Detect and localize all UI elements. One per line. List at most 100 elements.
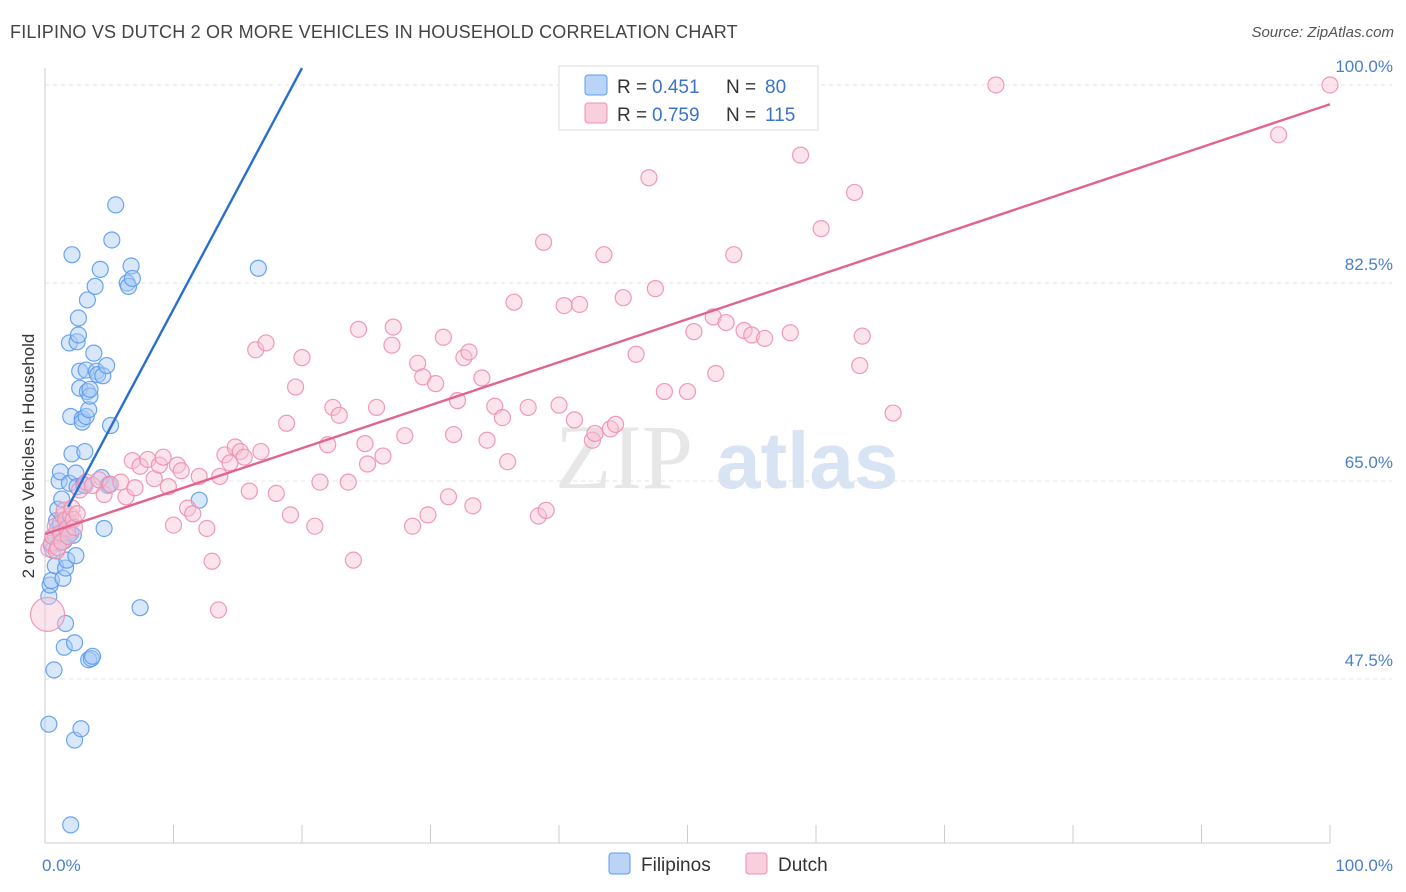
dutch-point-108 bbox=[646, 280, 664, 298]
bottom-legend-swatch-dutch bbox=[745, 852, 768, 875]
dutch-point-66 bbox=[349, 320, 368, 338]
series-dutch bbox=[29, 76, 1339, 633]
dutch-point-94 bbox=[534, 233, 553, 251]
dutch-point-123 bbox=[845, 183, 864, 202]
filipino-point-20 bbox=[55, 638, 73, 656]
legend-r-value-filipinos: 0.451 bbox=[652, 77, 700, 98]
dutch-point-23 bbox=[95, 485, 113, 504]
filipino-point-67 bbox=[95, 519, 113, 538]
legend-n-label-filipinos: N = bbox=[726, 77, 756, 98]
filipino-point-21 bbox=[56, 614, 75, 633]
filipino-point-40 bbox=[69, 309, 88, 327]
dutch-point-87 bbox=[478, 431, 496, 449]
source-note: Source: ZipAtlas.com bbox=[1251, 24, 1394, 41]
dutch-point-91 bbox=[505, 293, 523, 311]
dutch-point-128 bbox=[1269, 126, 1288, 144]
dutch-point-90 bbox=[499, 453, 517, 471]
legend-r-value-dutch: 0.759 bbox=[652, 105, 700, 126]
dutch-point-80 bbox=[439, 488, 458, 506]
dutch-point-55 bbox=[277, 414, 296, 432]
filipino-point-48 bbox=[76, 442, 94, 461]
dutch-point-101 bbox=[586, 424, 604, 443]
dutch-point-96 bbox=[550, 396, 568, 414]
dutch-point-13 bbox=[59, 527, 77, 545]
grid-lines bbox=[45, 84, 1392, 680]
dutch-point-0 bbox=[29, 596, 66, 633]
filipino-trend-line bbox=[67, 67, 304, 508]
dutch-point-33 bbox=[154, 448, 172, 466]
dutch-point-39 bbox=[184, 505, 202, 523]
dutch-point-72 bbox=[384, 318, 402, 336]
dutch-point-78 bbox=[427, 375, 445, 393]
dutch-point-120 bbox=[781, 324, 799, 342]
chart-title: FILIPINO VS DUTCH 2 OR MORE VEHICLES IN … bbox=[10, 22, 738, 42]
filipino-point-44 bbox=[72, 720, 90, 738]
filipino-point-30 bbox=[62, 816, 80, 834]
dutch-point-100 bbox=[583, 431, 602, 449]
legend-n-value-filipinos: 80 bbox=[765, 77, 786, 98]
dutch-point-127 bbox=[987, 76, 1005, 94]
dutch-point-52 bbox=[252, 442, 270, 461]
y-tick-label-0: 47.5% bbox=[1345, 651, 1393, 670]
filipino-point-18 bbox=[54, 569, 72, 587]
filipino-point-13 bbox=[50, 472, 68, 490]
filipino-point-61 bbox=[86, 277, 104, 295]
dutch-point-126 bbox=[884, 404, 902, 422]
dutch-point-125 bbox=[853, 327, 871, 345]
dutch-point-103 bbox=[601, 420, 620, 438]
filipino-point-75 bbox=[119, 277, 138, 295]
legend-r-label-dutch: R = bbox=[617, 105, 647, 126]
filipino-point-32 bbox=[63, 445, 81, 463]
dutch-point-18 bbox=[68, 505, 86, 523]
filipino-point-59 bbox=[83, 647, 102, 665]
dutch-point-89 bbox=[493, 408, 512, 427]
filipino-point-77 bbox=[123, 269, 141, 288]
dutch-point-65 bbox=[344, 551, 362, 569]
dutch-point-112 bbox=[707, 364, 725, 383]
dutch-point-50 bbox=[240, 482, 258, 500]
filipino-point-31 bbox=[63, 246, 81, 264]
dutch-point-64 bbox=[339, 473, 357, 491]
dutch-point-60 bbox=[311, 473, 329, 491]
filipino-point-0 bbox=[40, 715, 58, 733]
axes bbox=[44, 68, 1331, 844]
filipino-point-6 bbox=[45, 661, 63, 679]
filipino-point-57 bbox=[81, 380, 99, 398]
dutch-point-99 bbox=[570, 295, 589, 314]
dutch-point-110 bbox=[678, 382, 697, 401]
dutch-point-74 bbox=[403, 517, 422, 535]
dutch-point-117 bbox=[743, 326, 761, 344]
filipino-point-55 bbox=[80, 401, 98, 419]
dutch-point-63 bbox=[330, 406, 348, 424]
dutch-trend-line bbox=[44, 103, 1331, 536]
dutch-point-95 bbox=[537, 501, 555, 519]
filipino-point-43 bbox=[71, 362, 89, 380]
bottom-legend: Filipinos Dutch bbox=[608, 852, 828, 876]
dutch-point-86 bbox=[473, 369, 491, 387]
dutch-point-71 bbox=[383, 336, 401, 354]
legend: R = 0.451 N = 80 R = 0.759 N = 115 bbox=[558, 65, 819, 131]
dutch-point-111 bbox=[685, 323, 703, 341]
filipino-point-41 bbox=[69, 326, 88, 344]
dutch-point-77 bbox=[419, 506, 437, 524]
dutch-point-24 bbox=[101, 475, 120, 493]
filipino-point-34 bbox=[65, 634, 84, 652]
dutch-point-79 bbox=[434, 328, 452, 346]
dutch-point-105 bbox=[614, 289, 632, 307]
dutch-point-73 bbox=[396, 427, 414, 445]
dutch-point-107 bbox=[640, 169, 658, 187]
dutch-point-109 bbox=[655, 382, 673, 401]
dutch-point-70 bbox=[374, 447, 392, 465]
trend-lines bbox=[44, 67, 1331, 536]
dutch-point-85 bbox=[464, 497, 482, 515]
dutch-point-58 bbox=[293, 349, 311, 367]
filipino-point-53 bbox=[78, 291, 97, 309]
dutch-point-81 bbox=[445, 425, 463, 444]
filipino-point-78 bbox=[131, 599, 149, 617]
dutch-point-118 bbox=[755, 329, 774, 348]
y-tick-label-1: 65.0% bbox=[1345, 453, 1393, 472]
dutch-point-124 bbox=[851, 356, 869, 375]
watermark-atlas: atlas bbox=[716, 416, 898, 505]
filipino-point-66 bbox=[94, 367, 112, 385]
dutch-point-43 bbox=[209, 601, 228, 619]
